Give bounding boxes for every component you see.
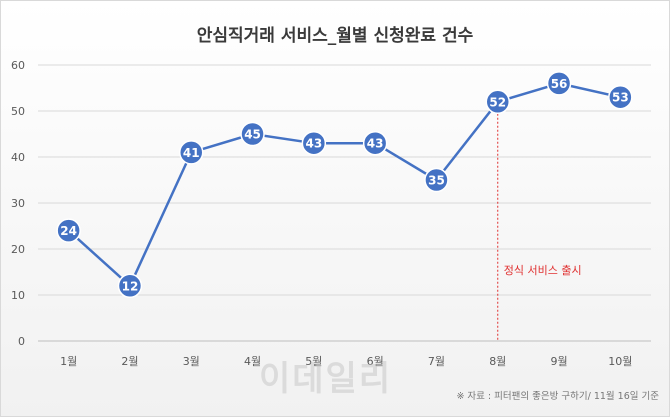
- data-point: [485, 89, 510, 115]
- x-tick-label: 6월: [367, 355, 384, 368]
- series-line: [67, 82, 621, 288]
- x-tick-label: 4월: [244, 355, 261, 368]
- x-tick-label: 5월: [305, 355, 322, 368]
- y-tick-label: 20: [11, 243, 25, 256]
- data-label: 56: [551, 77, 568, 91]
- data-label: 35: [428, 174, 445, 188]
- y-tick-label: 10: [11, 289, 25, 302]
- data-label: 43: [367, 137, 384, 151]
- data-label: 43: [305, 137, 322, 151]
- data-label: 24: [60, 224, 77, 238]
- data-label: 45: [244, 128, 261, 142]
- data-point: [117, 273, 143, 299]
- data-label: 12: [122, 279, 139, 293]
- data-point: [362, 130, 388, 156]
- x-tick-label: 9월: [550, 355, 567, 368]
- data-point: [424, 167, 449, 193]
- annotation-label: 정식 서비스 출시: [504, 264, 582, 277]
- x-tick-label: 1월: [60, 355, 77, 368]
- data-point: [301, 130, 327, 156]
- y-tick-label: 40: [11, 151, 25, 164]
- source-note: ※ 자료 : 피터팬의 좋은방 구하기/ 11월 16일 기준: [456, 391, 659, 402]
- x-tick-label: 10월: [608, 355, 632, 368]
- x-tick-label: 7월: [428, 355, 445, 368]
- data-point: [56, 218, 81, 243]
- x-tick-label: 3월: [183, 355, 200, 368]
- y-tick-label: 0: [18, 335, 25, 348]
- data-point: [240, 121, 265, 147]
- chart-title: 안심직거래 서비스_월별 신청완료 건수: [196, 26, 474, 46]
- data-label: 52: [489, 95, 506, 109]
- x-tick-label: 8월: [489, 355, 506, 368]
- data-point: [546, 71, 572, 96]
- data-point: [608, 84, 633, 110]
- y-tick-label: 50: [11, 105, 25, 118]
- watermark-logo: 이데일리: [259, 359, 393, 399]
- data-point: [179, 140, 204, 165]
- x-tick-label: 2월: [121, 355, 138, 368]
- y-tick-label: 30: [11, 197, 25, 210]
- data-label: 53: [612, 91, 629, 105]
- y-tick-label: 60: [11, 59, 25, 72]
- data-label: 41: [183, 146, 200, 160]
